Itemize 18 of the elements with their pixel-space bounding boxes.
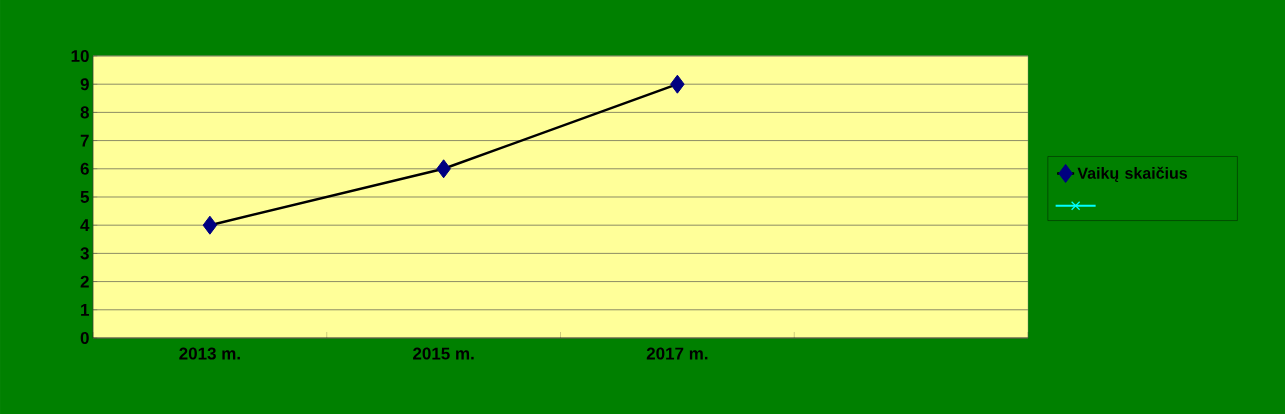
y-tick-label: 9 (80, 78, 89, 91)
x-tick-label: 2015 m. (413, 347, 474, 360)
y-tick-label: 2 (80, 275, 89, 288)
y-tick-label: 0 (80, 331, 89, 345)
legend-label: Vaikų skaičius (1077, 166, 1188, 183)
y-tick-label: 1 (81, 303, 90, 316)
y-tick-label: 8 (80, 106, 89, 119)
y-tick-label: 10 (71, 49, 89, 63)
y-tick-label: 5 (80, 191, 90, 203)
y-tick-label: 7 (80, 134, 89, 147)
y-tick-label: 6 (80, 162, 89, 175)
point (436, 159, 451, 179)
x-tick-label: 2017 m. (646, 347, 708, 360)
y-tick-label: 3 (80, 247, 89, 260)
x-tick-label: 2013 m. (179, 347, 240, 360)
point (670, 74, 685, 94)
y-tick-label: 4 (80, 219, 90, 232)
point (202, 215, 218, 235)
